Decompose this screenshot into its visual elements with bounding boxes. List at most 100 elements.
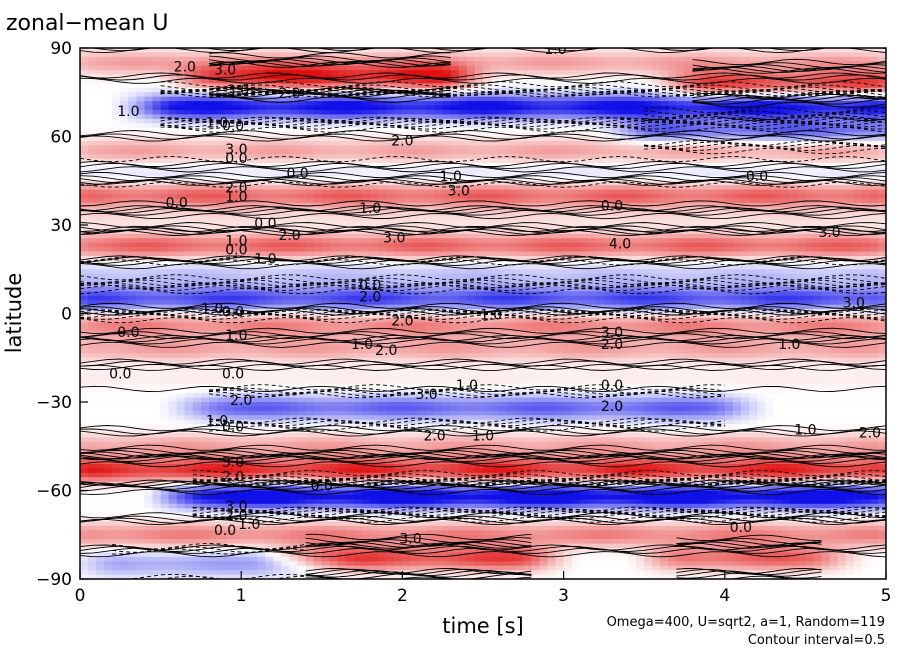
heatmap-cell — [217, 269, 226, 275]
heatmap-cell — [281, 441, 291, 447]
heatmap-cell — [120, 229, 129, 235]
heatmap-cell — [144, 486, 154, 492]
heatmap-cell — [313, 534, 323, 540]
heatmap-cell — [362, 123, 371, 129]
heatmap-cell — [321, 251, 331, 257]
heatmap-cell — [80, 375, 89, 381]
heatmap-cell — [88, 322, 97, 328]
heatmap-cell — [329, 379, 339, 385]
heatmap-cell — [225, 158, 234, 164]
heatmap-cell — [136, 101, 146, 107]
heatmap-cell — [96, 105, 105, 111]
heatmap-cell — [273, 530, 283, 536]
heatmap-cell — [225, 291, 234, 297]
heatmap-cell — [241, 123, 250, 129]
heatmap-cell — [225, 92, 234, 98]
heatmap-cell — [104, 202, 113, 208]
heatmap-cell — [354, 534, 363, 540]
heatmap-cell — [386, 561, 395, 567]
heatmap-cell — [168, 455, 178, 461]
heatmap-cell — [88, 521, 97, 527]
heatmap-cell — [168, 211, 178, 217]
heatmap-cell — [168, 353, 178, 359]
heatmap-cell — [354, 132, 363, 138]
heatmap-cell — [192, 171, 202, 177]
heatmap-cell — [217, 96, 226, 102]
heatmap-cell — [88, 508, 97, 514]
heatmap-cell — [362, 322, 371, 328]
heatmap-cell — [192, 317, 202, 323]
heatmap-cell — [402, 375, 412, 381]
heatmap-cell — [120, 503, 129, 509]
heatmap-cell — [88, 317, 97, 323]
heatmap-cell — [329, 499, 339, 505]
heatmap-cell — [289, 70, 299, 76]
heatmap-cell — [112, 556, 121, 562]
heatmap-cell — [176, 251, 186, 257]
heatmap-cell — [378, 48, 387, 54]
heatmap-cell — [184, 371, 194, 377]
heatmap-cell — [80, 114, 89, 120]
heatmap-cell — [176, 366, 186, 372]
heatmap-cell — [160, 446, 170, 452]
heatmap-cell — [168, 92, 178, 98]
heatmap-cell — [104, 52, 113, 58]
heatmap-cell — [281, 70, 291, 76]
heatmap-cell — [160, 322, 170, 328]
heatmap-cell — [96, 242, 105, 248]
heatmap-cell — [120, 145, 129, 151]
heatmap-cell — [168, 477, 178, 483]
heatmap-cell — [354, 525, 363, 531]
heatmap-cell — [297, 525, 307, 531]
heatmap-cell — [104, 371, 113, 377]
heatmap-cell — [104, 167, 113, 173]
heatmap-cell — [233, 539, 242, 545]
heatmap-cell — [354, 348, 363, 354]
heatmap-cell — [345, 180, 355, 186]
heatmap-cell — [273, 211, 283, 217]
heatmap-cell — [136, 180, 146, 186]
heatmap-cell — [241, 494, 250, 500]
heatmap-cell — [136, 56, 146, 62]
heatmap-cell — [394, 149, 403, 155]
heatmap-cell — [265, 65, 275, 71]
heatmap-cell — [168, 419, 178, 425]
heatmap-cell — [144, 229, 154, 235]
heatmap-cell — [104, 291, 113, 297]
heatmap-cell — [217, 348, 226, 354]
heatmap-cell — [80, 158, 89, 164]
heatmap-cell — [321, 494, 331, 500]
heatmap-cell — [192, 446, 202, 452]
heatmap-cell — [96, 74, 105, 80]
heatmap-cell — [168, 291, 178, 297]
heatmap-cell — [112, 384, 121, 390]
heatmap-cell — [184, 295, 194, 301]
heatmap-cell — [152, 61, 162, 67]
heatmap-cell — [184, 419, 194, 425]
heatmap-cell — [362, 171, 371, 177]
heatmap-cell — [313, 525, 323, 531]
heatmap-cell — [88, 371, 97, 377]
heatmap-cell — [362, 556, 371, 562]
heatmap-cell — [337, 233, 347, 239]
heatmap-cell — [354, 397, 363, 403]
heatmap-cell — [337, 406, 347, 412]
heatmap-cell — [265, 247, 275, 253]
heatmap-cell — [88, 539, 97, 545]
heatmap-cell — [329, 300, 339, 306]
heatmap-cell — [200, 450, 210, 456]
heatmap-cell — [233, 397, 242, 403]
heatmap-cell — [305, 286, 315, 292]
heatmap-cell — [120, 534, 129, 540]
heatmap-cell — [337, 247, 347, 253]
heatmap-cell — [208, 432, 218, 438]
heatmap-cell — [354, 65, 363, 71]
heatmap-cell — [120, 220, 129, 226]
heatmap-cell — [273, 304, 283, 310]
heatmap-cell — [249, 428, 258, 434]
heatmap-cell — [233, 574, 242, 579]
heatmap-cell — [281, 225, 291, 231]
heatmap-cell — [152, 87, 162, 93]
heatmap-cell — [176, 87, 186, 93]
heatmap-cell — [152, 220, 162, 226]
